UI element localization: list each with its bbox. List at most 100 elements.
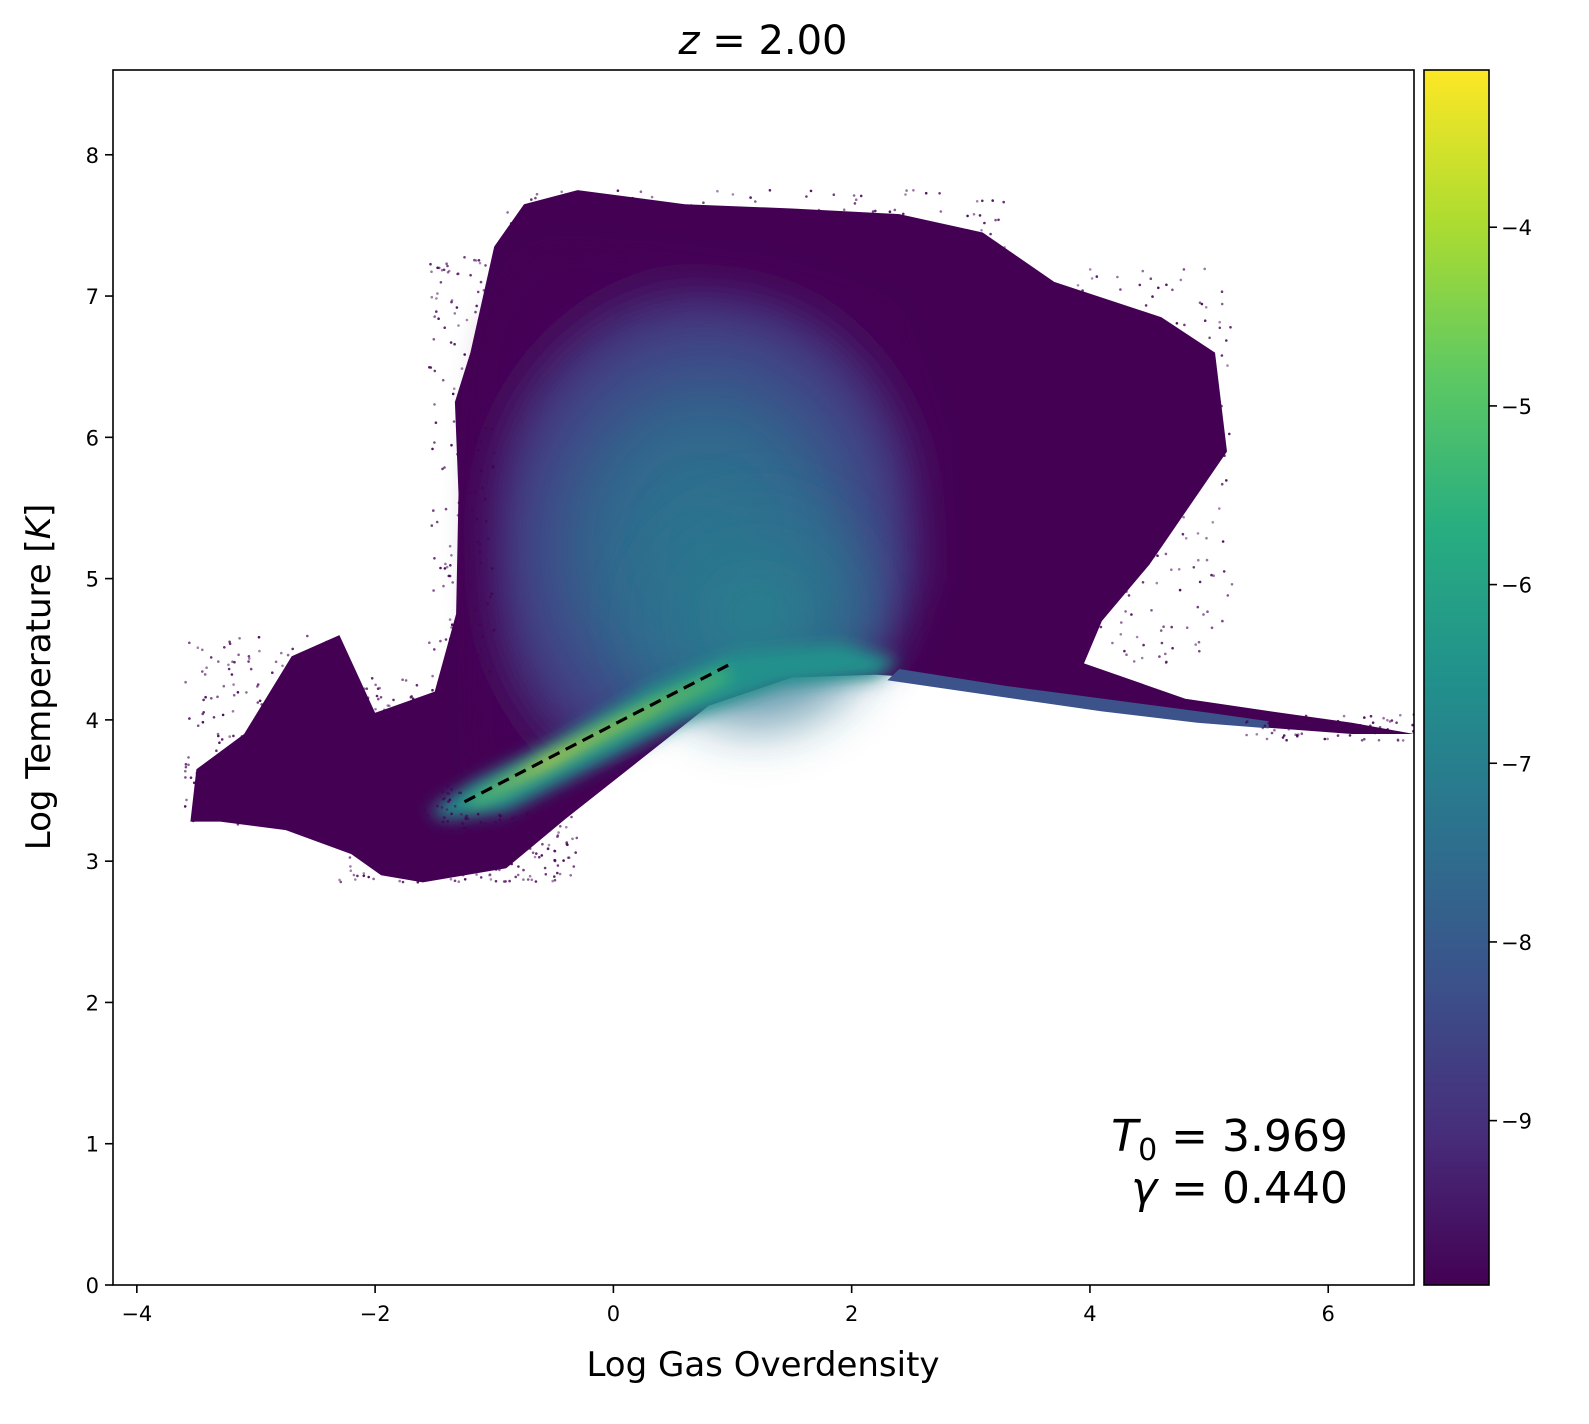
scatter-point	[461, 873, 465, 877]
scatter-point	[565, 841, 568, 844]
scatter-point	[399, 741, 402, 744]
scatter-point	[506, 847, 509, 851]
scatter-point	[421, 791, 424, 795]
scatter-point	[367, 875, 371, 879]
scatter-point	[421, 798, 424, 801]
scatter-point	[352, 805, 356, 809]
scatter-point	[303, 743, 306, 747]
scatter-point	[572, 865, 576, 868]
scatter-point	[390, 768, 393, 772]
scatter-point	[857, 243, 860, 247]
scatter-point	[328, 671, 331, 674]
scatter-point	[429, 745, 433, 748]
scatter-point	[837, 214, 840, 218]
scatter-point	[476, 448, 480, 452]
scatter-point	[605, 240, 609, 244]
scatter-point	[377, 697, 380, 701]
scatter-point	[477, 836, 481, 840]
scatter-point	[1296, 721, 1300, 724]
scatter-point	[468, 628, 471, 631]
scatter-point	[489, 878, 493, 881]
scatter-point	[349, 763, 352, 767]
scatter-point	[1125, 653, 1128, 656]
scatter-point	[438, 854, 442, 858]
y-tick-label: 8	[86, 144, 99, 168]
scatter-point	[832, 247, 835, 250]
scatter-point	[442, 268, 446, 272]
scatter-point	[1088, 441, 1091, 445]
scatter-point	[1111, 390, 1114, 394]
scatter-point	[458, 394, 462, 398]
scatter-point	[448, 544, 452, 548]
scatter-point	[1001, 334, 1005, 337]
scatter-point	[305, 722, 309, 726]
scatter-point	[982, 396, 985, 399]
scatter-point	[409, 845, 413, 849]
scatter-point	[1151, 295, 1154, 298]
scatter-point	[462, 826, 466, 830]
scatter-point	[453, 804, 457, 808]
scatter-point	[221, 758, 224, 762]
scatter-point	[434, 421, 438, 425]
scatter-point	[315, 730, 319, 733]
scatter-point	[1132, 660, 1136, 663]
scatter-point	[1198, 455, 1202, 459]
scatter-point	[553, 849, 556, 853]
scatter-point	[468, 764, 472, 768]
scatter-point	[320, 699, 323, 703]
scatter-point	[1192, 566, 1196, 569]
scatter-point	[303, 821, 306, 824]
scatter-point	[1198, 301, 1202, 305]
scatter-point	[474, 358, 477, 362]
scatter-point	[455, 306, 459, 309]
scatter-point	[816, 231, 820, 235]
scatter-point	[436, 292, 439, 295]
scatter-point	[1099, 397, 1102, 401]
scatter-point	[226, 754, 229, 757]
scatter-point	[1024, 290, 1028, 294]
scatter-point	[453, 312, 457, 315]
scatter-point	[1137, 396, 1140, 399]
scatter-point	[457, 880, 461, 883]
scatter-point	[1149, 277, 1153, 281]
scatter-point	[436, 804, 439, 808]
scatter-point	[1085, 430, 1089, 433]
scatter-point	[816, 250, 819, 254]
scatter-point	[545, 819, 548, 823]
scatter-point	[441, 378, 445, 382]
scatter-point	[1184, 537, 1188, 540]
scatter-point	[518, 835, 521, 838]
scatter-point	[1026, 404, 1030, 408]
scatter-point	[209, 794, 212, 798]
scatter-point	[1220, 404, 1223, 408]
scatter-point	[421, 853, 424, 857]
scatter-point	[659, 251, 663, 255]
scatter-point	[443, 816, 446, 819]
scatter-point	[448, 829, 452, 833]
scatter-point	[420, 849, 424, 852]
scatter-point	[377, 719, 381, 722]
scatter-point	[1348, 734, 1352, 737]
scatter-point	[400, 837, 403, 841]
scatter-point	[449, 750, 452, 753]
scatter-point	[1093, 620, 1096, 623]
scatter-point	[1152, 554, 1156, 558]
scatter-point	[343, 787, 347, 790]
scatter-point	[706, 217, 709, 221]
y-tick-label: 5	[86, 568, 99, 592]
scatter-point	[188, 641, 191, 645]
scatter-point	[443, 567, 447, 570]
scatter-point	[352, 739, 355, 742]
scatter-point	[477, 653, 480, 657]
scatter-point	[397, 728, 400, 731]
scatter-point	[222, 684, 226, 688]
scatter-point	[401, 880, 405, 884]
scatter-point	[419, 860, 423, 863]
scatter-point	[1132, 326, 1136, 329]
scatter-point	[375, 752, 378, 756]
scatter-point	[271, 671, 274, 674]
scatter-point	[371, 766, 374, 769]
scatter-point	[1003, 246, 1006, 249]
scatter-point	[446, 264, 449, 268]
scatter-point	[1123, 649, 1126, 653]
